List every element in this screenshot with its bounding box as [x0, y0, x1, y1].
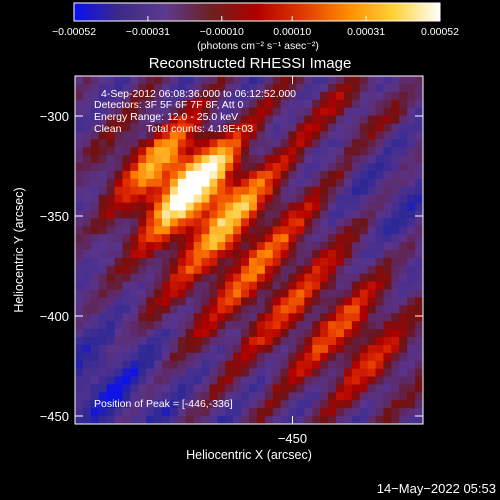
heatmap-image: [75, 76, 423, 424]
x-tick-label: −450: [278, 431, 307, 446]
colorbar-tick-label: 0.00031: [347, 26, 385, 38]
y-tick-label: −300: [40, 109, 69, 124]
colorbar-tick-label: −0.00010: [200, 26, 244, 38]
y-axis-label: Heliocentric Y (arcsec): [12, 187, 26, 312]
chart-title: Reconstructed RHESSI Image: [149, 55, 352, 72]
annotation-clean: Clean: [94, 123, 122, 135]
footer-timestamp: 14−May−2022 05:53: [377, 481, 496, 496]
y-tick-label: −450: [40, 409, 69, 424]
annotation-total-counts: Total counts: 4.18E+03: [146, 123, 253, 135]
plot-frame: [74, 75, 424, 425]
colorbar-tick-label: −0.00031: [126, 26, 170, 38]
colorbar-ticks: −0.00052 −0.00031 −0.00010 0.00010 0.00031 0.…: [52, 16, 459, 38]
colorbar-tick-label: 0.00052: [421, 26, 459, 38]
colorbar-tick-label: −0.00052: [52, 26, 96, 38]
y-tick-label: −350: [40, 209, 69, 224]
axis-ticks: −450−400−350−300−350−400−450: [40, 76, 423, 446]
colorbar: [73, 2, 441, 22]
annotation-time-range: 4-Sep-2012 06:08:36.000 to 06:12:52.000: [101, 88, 296, 100]
annotation-detectors: Detectors: 3F 5F 6F 7F 8F, Att 0: [94, 99, 244, 111]
colorbar-tick-label: 0.00010: [273, 26, 311, 38]
annotation-peak-position: Position of Peak = [-446,-336]: [94, 398, 233, 410]
colorbar-units: (photons cm⁻² s⁻¹ asec⁻²): [197, 40, 319, 52]
annotation-energy: Energy Range: 12.0 - 25.0 keV: [94, 111, 238, 123]
x-axis-label: Heliocentric X (arcsec): [186, 448, 312, 462]
y-tick-label: −400: [40, 309, 69, 324]
